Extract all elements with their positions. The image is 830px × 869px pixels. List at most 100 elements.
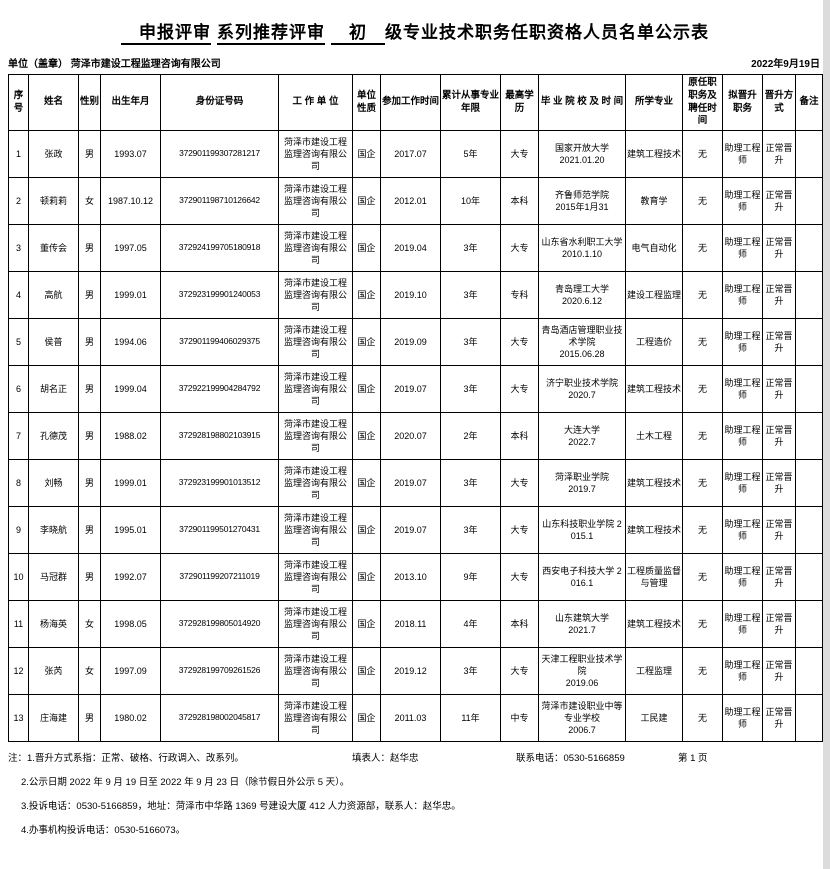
cell-school: 山东建筑大学 2021.7 xyxy=(538,600,626,648)
title-series-label: 系列推荐评审 xyxy=(217,23,325,45)
cell-work-start: 2020.07 xyxy=(380,412,441,460)
cell-previous-title: 无 xyxy=(682,365,723,413)
cell-gender: 女 xyxy=(78,177,101,225)
filler-label: 填表人：赵华忠 xyxy=(352,753,419,764)
cell-major: 土木工程 xyxy=(625,412,683,460)
cell-work-unit: 菏泽市建设工程监理咨询有限公司 xyxy=(278,694,353,742)
cell-years: 2年 xyxy=(440,412,501,460)
note-4: 4.办事机构投诉电话：0530-5166073。 xyxy=(21,825,186,836)
cell-id-number: 372901198710126642 xyxy=(160,177,279,225)
column-header: 工 作 单 位 xyxy=(278,74,353,131)
cell-name: 高航 xyxy=(28,271,79,319)
cell-years: 4年 xyxy=(440,600,501,648)
cell-work-unit: 菏泽市建设工程监理咨询有限公司 xyxy=(278,224,353,272)
cell-seq: 10 xyxy=(8,553,29,601)
column-header: 累计从事专业年限 xyxy=(440,74,501,131)
cell-gender: 男 xyxy=(78,318,101,366)
cell-gender: 女 xyxy=(78,600,101,648)
cell-work-start: 2019.04 xyxy=(380,224,441,272)
cell-work-unit: 菏泽市建设工程监理咨询有限公司 xyxy=(278,506,353,554)
cell-school: 菏泽市建设职业中等专业学校 2006.7 xyxy=(538,694,626,742)
cell-seq: 7 xyxy=(8,412,29,460)
column-header: 性别 xyxy=(78,74,101,131)
cell-birth-date: 1997.09 xyxy=(100,647,161,695)
cell-birth-date: 1994.06 xyxy=(100,318,161,366)
cell-school: 大连大学 2022.7 xyxy=(538,412,626,460)
cell-gender: 男 xyxy=(78,459,101,507)
cell-proposed-title: 助理工程师 xyxy=(722,600,763,648)
cell-remark xyxy=(795,271,823,319)
cell-seq: 3 xyxy=(8,224,29,272)
note-line-1: 注：1.晋升方式系指：正常、破格、行政调入、改系列。 填表人：赵华忠 联系电话：… xyxy=(0,750,830,764)
cell-work-start: 2013.10 xyxy=(380,553,441,601)
cell-major: 建筑工程技术 xyxy=(625,506,683,554)
cell-major: 电气自动化 xyxy=(625,224,683,272)
cell-proposed-title: 助理工程师 xyxy=(722,271,763,319)
cell-education: 大专 xyxy=(500,553,539,601)
cell-remark xyxy=(795,647,823,695)
title-rest: 级专业技术职务任职资格人员名单公示表 xyxy=(385,23,709,42)
cell-major: 教育学 xyxy=(625,177,683,225)
cell-name: 顿莉莉 xyxy=(28,177,79,225)
cell-previous-title: 无 xyxy=(682,694,723,742)
cell-work-unit: 菏泽市建设工程监理咨询有限公司 xyxy=(278,600,353,648)
cell-school: 山东省水利职工大学 2010.1.10 xyxy=(538,224,626,272)
cell-remark xyxy=(795,130,823,178)
cell-id-number: 372922199904284792 xyxy=(160,365,279,413)
cell-major: 工程造价 xyxy=(625,318,683,366)
cell-work-start: 2019.12 xyxy=(380,647,441,695)
contact-phone: 联系电话：0530-5166859 xyxy=(516,753,625,764)
cell-birth-date: 1995.01 xyxy=(100,506,161,554)
cell-proposed-title: 助理工程师 xyxy=(722,553,763,601)
cell-school: 山东科技职业学院 2015.1 xyxy=(538,506,626,554)
cell-proposed-title: 助理工程师 xyxy=(722,459,763,507)
cell-remark xyxy=(795,365,823,413)
table-row: 11 杨海英 女 1998.05 372928199805014920 菏泽市建… xyxy=(8,600,823,648)
personnel-table: 序号 姓名 性别 出生年月 身份证号码工 作 单 位单位性质 参加工作时间 累计从事专业年限… xyxy=(8,74,823,742)
table-row: 2 顿莉莉 女 1987.10.12 372901198710126642 菏泽… xyxy=(8,177,823,225)
cell-work-start: 2011.03 xyxy=(380,694,441,742)
cell-education: 大专 xyxy=(500,318,539,366)
cell-name: 孔德茂 xyxy=(28,412,79,460)
cell-years: 3年 xyxy=(440,506,501,554)
note-3: 3.投诉电话：0530-5166859，地址：菏泽市中华路 1369 号建设大厦… xyxy=(21,801,461,812)
cell-work-start: 2019.07 xyxy=(380,365,441,413)
cell-previous-title: 无 xyxy=(682,600,723,648)
cell-education: 专科 xyxy=(500,271,539,319)
cell-previous-title: 无 xyxy=(682,459,723,507)
cell-id-number: 372901199307281217 xyxy=(160,130,279,178)
cell-school: 菏泽职业学院 2019.7 xyxy=(538,459,626,507)
cell-unit-nature: 国企 xyxy=(352,600,381,648)
cell-school: 国家开放大学 2021.01.20 xyxy=(538,130,626,178)
cell-education: 中专 xyxy=(500,694,539,742)
cell-years: 11年 xyxy=(440,694,501,742)
cell-previous-title: 无 xyxy=(682,130,723,178)
cell-seq: 12 xyxy=(8,647,29,695)
unit-name: 菏泽市建设工程监理咨询有限公司 xyxy=(70,59,221,70)
cell-previous-title: 无 xyxy=(682,506,723,554)
cell-unit-nature: 国企 xyxy=(352,271,381,319)
cell-education: 大专 xyxy=(500,647,539,695)
cell-promotion-type: 正常晋升 xyxy=(762,694,796,742)
cell-school: 天津工程职业技术学院 2019.06 xyxy=(538,647,626,695)
cell-seq: 9 xyxy=(8,506,29,554)
cell-education: 大专 xyxy=(500,224,539,272)
table-body: 1 张政 男 1993.07 372901199307281217 菏泽市建设工… xyxy=(8,130,823,742)
cell-unit-nature: 国企 xyxy=(352,647,381,695)
cell-promotion-type: 正常晋升 xyxy=(762,130,796,178)
cell-promotion-type: 正常晋升 xyxy=(762,271,796,319)
cell-education: 大专 xyxy=(500,130,539,178)
cell-name: 庄海建 xyxy=(28,694,79,742)
cell-remark xyxy=(795,224,823,272)
cell-major: 工程质量监督与管理 xyxy=(625,553,683,601)
cell-unit-nature: 国企 xyxy=(352,459,381,507)
cell-gender: 男 xyxy=(78,412,101,460)
cell-seq: 1 xyxy=(8,130,29,178)
cell-promotion-type: 正常晋升 xyxy=(762,506,796,554)
column-header: 序号 xyxy=(8,74,29,131)
cell-education: 大专 xyxy=(500,365,539,413)
cell-school: 济宁职业技术学院 2020.7 xyxy=(538,365,626,413)
cell-promotion-type: 正常晋升 xyxy=(762,318,796,366)
cell-birth-date: 1999.01 xyxy=(100,459,161,507)
cell-work-unit: 菏泽市建设工程监理咨询有限公司 xyxy=(278,271,353,319)
